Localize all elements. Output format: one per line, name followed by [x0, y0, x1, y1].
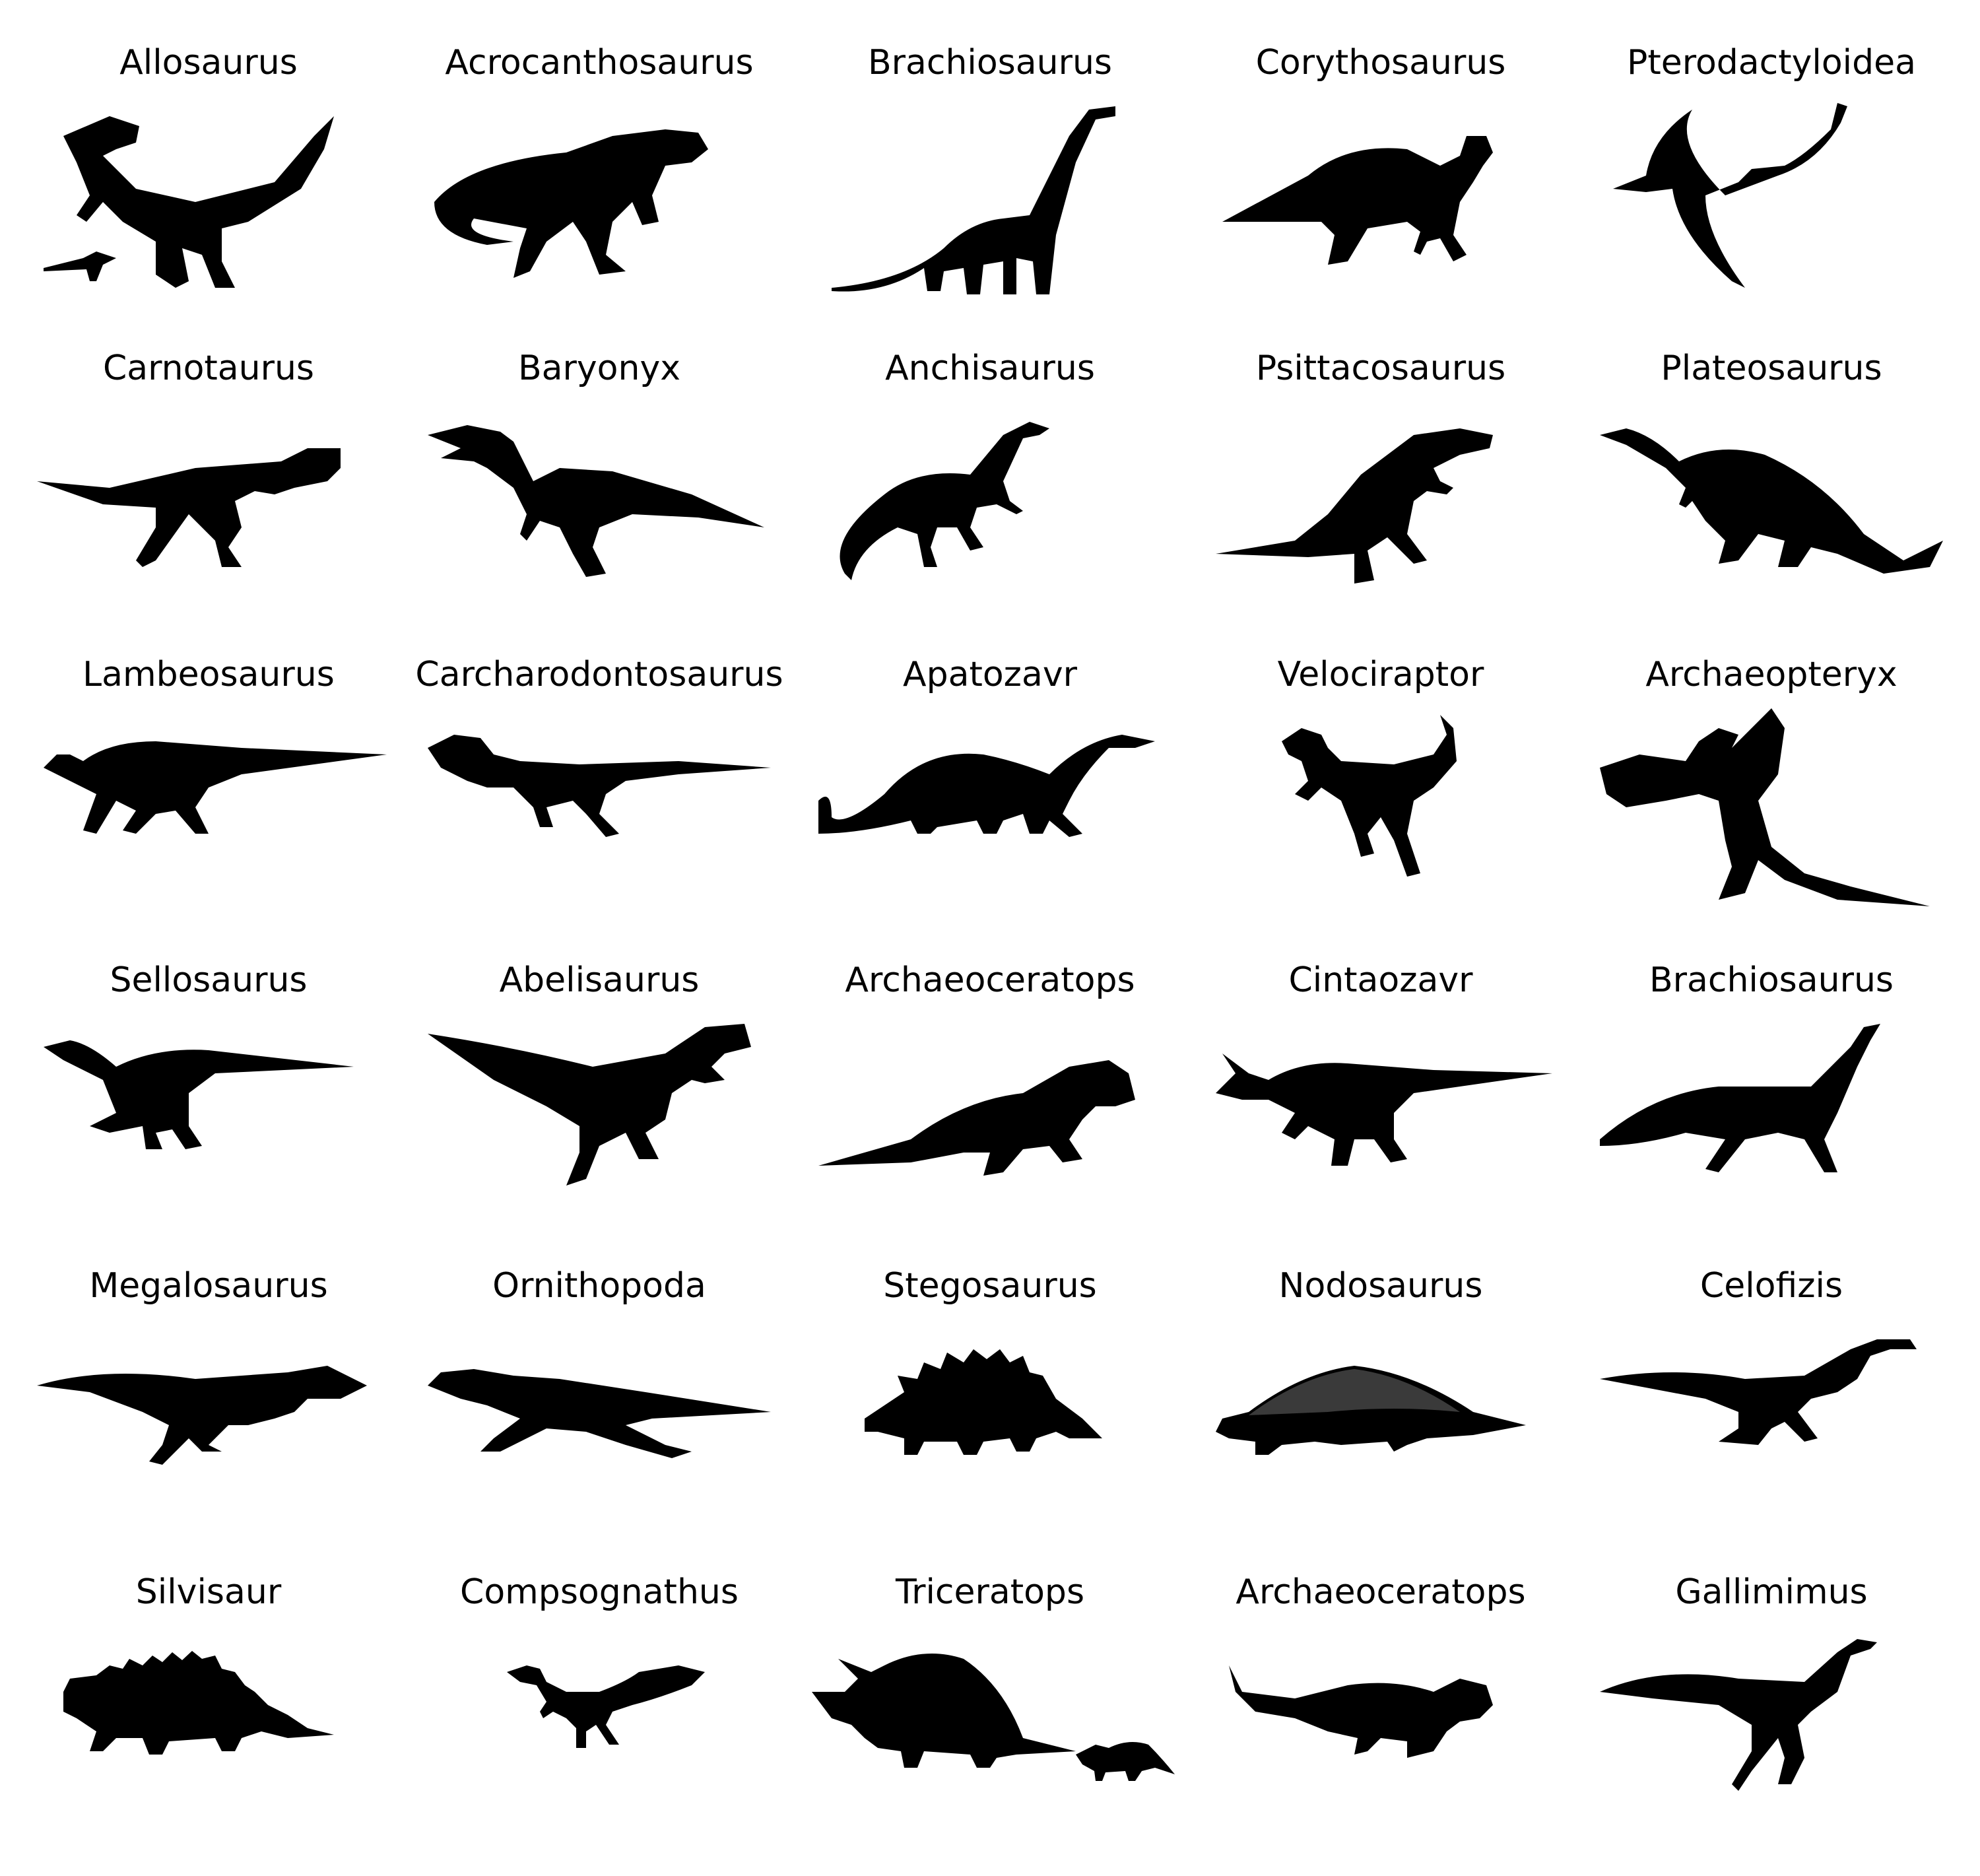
dinosaur-label: Psittacosaurus: [1255, 349, 1506, 389]
dinosaur-cell: Plateosaurus: [1576, 332, 1967, 638]
dinosaur-label: Apatozavr: [903, 654, 1077, 694]
anchisaurus-silhouette-icon: [840, 422, 1049, 581]
dinosaur-cell: Apatozavr: [795, 638, 1185, 944]
dinosaur-cell: Megalosaurus: [13, 1250, 404, 1555]
dinosaur-grid: Allosaurus Acrocanthosaurus Brachiosauru…: [13, 26, 1967, 1861]
carnotaurus-silhouette-icon: [37, 448, 341, 568]
dinosaur-cell: Carcharodontosaurus: [404, 638, 795, 944]
dinosaur-cell: Silvisaur: [13, 1556, 404, 1861]
dinosaur-cell: Pterodactyloidea: [1576, 26, 1967, 332]
dinosaur-cell: Compsognathus: [404, 1556, 795, 1861]
dinosaur-cell: Corythosaurus: [1185, 26, 1576, 332]
dinosaur-cell: Archaeopteryx: [1576, 638, 1967, 944]
silvisaur-silhouette-icon: [63, 1650, 334, 1755]
carcharodontosaurus-silhouette-icon: [428, 734, 771, 837]
dinosaur-cell: Archaeoceratops: [795, 944, 1185, 1250]
dinosaur-cell: Allosaurus: [13, 26, 404, 332]
ornithopoda-silhouette-icon: [428, 1369, 771, 1459]
dinosaur-label: Stegosaurus: [883, 1266, 1097, 1306]
dinosaur-label: Brachiosaurus: [1649, 960, 1894, 1000]
acrocanthosaurus-silhouette-icon: [434, 129, 708, 278]
psittacosaurus-silhouette-icon: [1216, 428, 1493, 584]
dinosaur-label: Ornithopoda: [492, 1266, 706, 1306]
dinosaur-label: Archaeoceratops: [845, 960, 1135, 1000]
dinosaur-label: Archaeopteryx: [1645, 654, 1898, 694]
dinosaur-label: Nodosaurus: [1278, 1266, 1483, 1306]
dinosaur-cell: Gallimimus: [1576, 1556, 1967, 1861]
compsognathus-silhouette-icon: [507, 1665, 705, 1748]
dinosaur-label: Velociraptor: [1277, 654, 1484, 694]
celofizis-silhouette-icon: [1600, 1339, 1917, 1446]
dinosaur-cell: Stegosaurus: [795, 1250, 1185, 1555]
dinosaur-cell: Ornithopoda: [404, 1250, 795, 1555]
dinosaur-label: Sellosaurus: [110, 960, 308, 1000]
dinosaur-label: Lambeosaurus: [82, 654, 335, 694]
dinosaur-label: Triceratops: [895, 1572, 1085, 1612]
dinosaur-cell: Velociraptor: [1185, 638, 1576, 944]
abelisaurus-silhouette-icon: [428, 1024, 751, 1186]
velociraptor-silhouette-icon: [1282, 714, 1457, 877]
plateosaurus-silhouette-icon: [1600, 428, 1943, 574]
dinosaur-cell: Psittacosaurus: [1185, 332, 1576, 638]
brachiosaurus-silhouette-icon: [1600, 1024, 1880, 1172]
dinosaur-label: Archaeoceratops: [1236, 1572, 1526, 1612]
dinosaur-label: Pterodactyloidea: [1627, 43, 1916, 83]
dinosaur-label: Celofizis: [1700, 1266, 1843, 1306]
archaeoceratops-silhouette-icon: [1229, 1665, 1493, 1758]
dinosaur-cell: Celofizis: [1576, 1250, 1967, 1555]
sellosaurus-silhouette-icon: [44, 1040, 354, 1149]
dinosaur-label: Anchisaurus: [885, 349, 1095, 389]
dinosaur-label: Carnotaurus: [102, 349, 315, 389]
dinosaur-cell: Archaeoceratops: [1185, 1556, 1576, 1861]
triceratops-silhouette-icon: [812, 1653, 1175, 1781]
dinosaur-cell: Abelisaurus: [404, 944, 795, 1250]
cintaozavr-silhouette-icon: [1216, 1054, 1552, 1166]
dinosaur-cell: Carnotaurus: [13, 332, 404, 638]
dinosaur-label: Acrocanthosaurus: [445, 43, 754, 83]
dinosaur-label: Brachiosaurus: [867, 43, 1113, 83]
dinosaur-cell: Brachiosaurus: [795, 26, 1185, 332]
allosaurus-silhouette-icon: [44, 116, 334, 288]
stegosaurus-silhouette-icon: [865, 1349, 1102, 1456]
dinosaur-cell: Lambeosaurus: [13, 638, 404, 944]
dinosaur-cell: Brachiosaurus: [1576, 944, 1967, 1250]
dinosaur-label: Cintaozavr: [1288, 960, 1473, 1000]
dinosaur-cell: Anchisaurus: [795, 332, 1185, 638]
dinosaur-label: Abelisaurus: [499, 960, 700, 1000]
dinosaur-label: Gallimimus: [1675, 1572, 1868, 1612]
dinosaur-label: Plateosaurus: [1661, 349, 1882, 389]
gallimimus-silhouette-icon: [1600, 1638, 1877, 1791]
nodosaurus-silhouette-icon: [1216, 1366, 1526, 1456]
dinosaur-cell: Nodosaurus: [1185, 1250, 1576, 1555]
dinosaur-label: Allosaurus: [119, 43, 298, 83]
baryonyx-silhouette-icon: [428, 425, 764, 578]
lambeosaurus-silhouette-icon: [44, 741, 387, 834]
dinosaur-cell: Acrocanthosaurus: [404, 26, 795, 332]
dinosaur-label: Carcharodontosaurus: [415, 654, 783, 694]
pterodactyloidea-silhouette-icon: [1613, 103, 1847, 288]
dinosaur-label: Corythosaurus: [1255, 43, 1506, 83]
dinosaur-cell: Cintaozavr: [1185, 944, 1576, 1250]
dinosaur-label: Compsognathus: [460, 1572, 739, 1612]
dinosaur-cell: Triceratops: [795, 1556, 1185, 1861]
apatozavr-silhouette-icon: [818, 734, 1155, 837]
dinosaur-cell: Sellosaurus: [13, 944, 404, 1250]
brachiosaurus-silhouette-icon: [832, 106, 1115, 294]
dinosaur-label: Baryonyx: [517, 349, 680, 389]
dinosaur-label: Silvisaur: [135, 1572, 282, 1612]
archaeoceratops-silhouette-icon: [818, 1060, 1135, 1176]
dinosaur-cell: Baryonyx: [404, 332, 795, 638]
archaeopteryx-silhouette-icon: [1600, 708, 1930, 906]
corythosaurus-silhouette-icon: [1222, 136, 1493, 265]
megalosaurus-silhouette-icon: [37, 1366, 367, 1465]
dinosaur-label: Megalosaurus: [89, 1266, 328, 1306]
